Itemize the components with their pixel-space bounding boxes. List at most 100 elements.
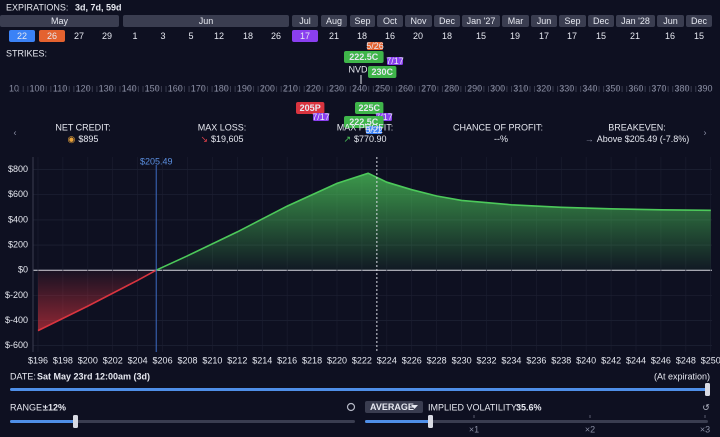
day-label[interactable]: 5 xyxy=(188,31,193,41)
day-label[interactable]: 22 xyxy=(17,31,27,41)
month-label: Aug xyxy=(326,16,342,26)
month-tab[interactable] xyxy=(588,15,614,27)
day-label[interactable]: 16 xyxy=(385,31,395,41)
day-label[interactable]: 20 xyxy=(413,31,423,41)
iv-multiplier: ×2 xyxy=(585,424,595,434)
strike-label: 100 xyxy=(30,83,45,93)
payoff-line xyxy=(37,172,711,332)
range-slider-track[interactable] xyxy=(10,420,355,423)
day-label[interactable]: 26 xyxy=(47,31,57,41)
day-label[interactable]: 27 xyxy=(74,31,84,41)
x-tick-label: $236 xyxy=(526,355,546,365)
stat-value-line: ◉ $895 xyxy=(68,134,99,144)
day-label[interactable]: 16 xyxy=(665,31,675,41)
day-selected[interactable] xyxy=(9,30,35,42)
strike-label: 240 xyxy=(352,83,367,93)
underlying: NVD xyxy=(348,64,368,74)
reset-icon[interactable]: ↺ xyxy=(702,402,710,412)
settings-icon[interactable] xyxy=(346,402,356,412)
tag-date-label: 5/26 xyxy=(366,41,384,51)
date-slider-knob[interactable] xyxy=(705,383,710,396)
date-label: DATE: xyxy=(10,371,36,381)
month-tab[interactable] xyxy=(531,15,557,27)
month-tab[interactable] xyxy=(686,15,712,27)
strike-tag[interactable] xyxy=(344,116,384,128)
iv-multiplier: ×3 xyxy=(700,424,710,434)
stat-icon: → xyxy=(585,134,594,144)
iv-slider-knob[interactable] xyxy=(428,415,433,428)
day-label[interactable]: 17 xyxy=(300,31,310,41)
month-tab[interactable] xyxy=(292,15,318,27)
month-tab[interactable] xyxy=(0,15,119,27)
day-label[interactable]: 21 xyxy=(329,31,339,41)
strike-label: 260 xyxy=(398,83,413,93)
strike-label: 110 xyxy=(53,83,67,93)
day-label[interactable]: 19 xyxy=(510,31,520,41)
day-label[interactable]: 1 xyxy=(132,31,137,41)
tag-date xyxy=(387,57,403,65)
strike-label: 390 xyxy=(697,83,712,93)
y-tick-label: $400 xyxy=(8,214,28,224)
day-label[interactable]: 21 xyxy=(630,31,640,41)
month-tab[interactable] xyxy=(657,15,684,27)
x-tick-label: $218 xyxy=(302,355,322,365)
month-label: Mar xyxy=(508,16,524,26)
month-tab[interactable] xyxy=(123,15,289,27)
month-tab[interactable] xyxy=(502,15,529,27)
day-label[interactable]: 17 xyxy=(539,31,549,41)
iv-multiplier: ×1 xyxy=(469,424,479,434)
month-tab[interactable] xyxy=(434,15,460,27)
strike-tag-label: 205P xyxy=(300,103,321,113)
day-label[interactable]: 15 xyxy=(596,31,606,41)
month-tab[interactable] xyxy=(559,15,586,27)
strike-label: 220 xyxy=(306,83,321,93)
y-tick-label: $-400 xyxy=(5,315,28,325)
range-label: RANGE: xyxy=(10,402,45,412)
day-label[interactable]: 18 xyxy=(442,31,452,41)
strike-label: 320 xyxy=(536,83,551,93)
strike-label: 190 xyxy=(237,83,252,93)
x-tick-label: $196 xyxy=(28,355,48,365)
strike-tag[interactable] xyxy=(368,66,397,78)
x-tick-label: $232 xyxy=(476,355,496,365)
y-tick-label: $-600 xyxy=(5,340,28,350)
month-tab[interactable] xyxy=(350,15,375,27)
day-label[interactable]: 15 xyxy=(694,31,704,41)
day-label[interactable]: 18 xyxy=(357,31,367,41)
month-label: Sep xyxy=(354,16,370,26)
month-tab[interactable] xyxy=(321,15,347,27)
average-dropdown[interactable] xyxy=(365,401,423,413)
average-label: AVERAGE xyxy=(370,402,414,412)
day-label[interactable]: 17 xyxy=(567,31,577,41)
strike-label: 340 xyxy=(582,83,597,93)
x-tick-label: $200 xyxy=(78,355,98,365)
month-tab[interactable] xyxy=(462,15,500,27)
x-tick-label: $244 xyxy=(626,355,646,365)
day-selected[interactable] xyxy=(292,30,318,42)
x-tick-label: $234 xyxy=(501,355,521,365)
day-selected[interactable] xyxy=(39,30,65,42)
stat-value: --% xyxy=(494,134,508,144)
day-label[interactable]: 3 xyxy=(160,31,165,41)
iv-slider-track[interactable] xyxy=(365,420,708,423)
range-slider-knob[interactable] xyxy=(73,415,78,428)
x-tick-label: $202 xyxy=(103,355,123,365)
x-tick-label: $242 xyxy=(601,355,621,365)
day-label[interactable]: 15 xyxy=(476,31,486,41)
day-label[interactable]: 29 xyxy=(102,31,112,41)
day-label[interactable]: 12 xyxy=(214,31,224,41)
strike-tag[interactable] xyxy=(344,51,384,63)
day-label[interactable]: 18 xyxy=(243,31,253,41)
month-tab[interactable] xyxy=(616,15,655,27)
x-tick-label: $220 xyxy=(327,355,347,365)
x-tick-label: $248 xyxy=(676,355,696,365)
strike-label: 150 xyxy=(145,83,160,93)
strike-tag[interactable] xyxy=(296,102,325,114)
strike-label: 230 xyxy=(329,83,344,93)
day-label[interactable]: 26 xyxy=(271,31,281,41)
month-tab[interactable] xyxy=(377,15,403,27)
date-slider-track[interactable] xyxy=(10,388,708,391)
stat-label: CHANCE OF PROFIT: xyxy=(453,122,543,132)
month-tab[interactable] xyxy=(405,15,432,27)
strike-tag[interactable] xyxy=(355,102,384,114)
